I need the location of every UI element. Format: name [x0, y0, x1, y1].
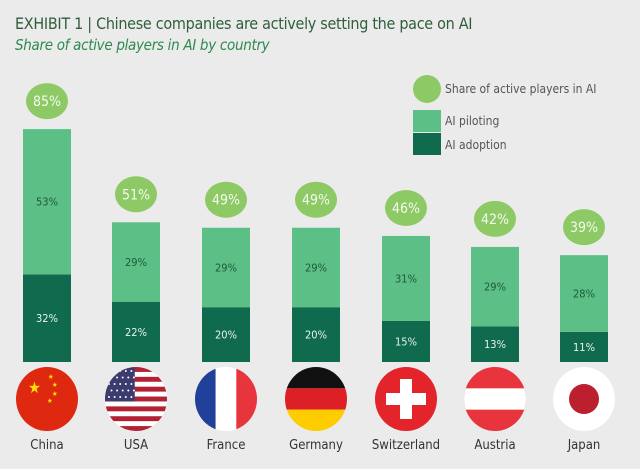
- svg-text:★: ★: [47, 397, 53, 405]
- legend-label-adoption: AI adoption: [445, 138, 507, 152]
- bar-adoption-usa: [112, 301, 160, 362]
- bar-adoption-france: [202, 307, 250, 362]
- chart-title: EXHIBIT 1 | Chinese companies are active…: [15, 14, 473, 33]
- label-piloting: 29%: [305, 261, 327, 274]
- bar-piloting-usa: [112, 222, 160, 302]
- label-adoption: 22%: [125, 326, 147, 339]
- total-circle-china: [26, 83, 68, 120]
- legend-label-total: Share of active players in AI: [445, 82, 596, 96]
- category-label: Austria: [474, 438, 515, 453]
- svg-text:★: ★: [28, 378, 41, 397]
- flag-germany-icon: [285, 367, 347, 431]
- label-piloting: 29%: [215, 261, 237, 274]
- legend-label-piloting: AI piloting: [445, 114, 499, 128]
- label-adoption: 15%: [395, 335, 417, 348]
- flag-switzerland-icon: [375, 367, 437, 431]
- legend-swatch-adoption: [413, 133, 441, 155]
- label-piloting: 29%: [484, 281, 506, 294]
- category-label: Switzerland: [372, 438, 440, 453]
- category-label: China: [30, 438, 63, 453]
- bar-piloting-japan: [560, 255, 608, 332]
- label-piloting: 28%: [573, 288, 595, 301]
- bar-piloting-austria: [471, 246, 519, 327]
- label-adoption: 13%: [484, 338, 506, 351]
- svg-text:★: ★: [52, 381, 58, 389]
- flag-usa-icon: [105, 367, 167, 431]
- flag-china-icon: ★★★★★: [16, 367, 78, 431]
- category-label: France: [207, 438, 246, 453]
- bar-piloting-china: [23, 129, 71, 275]
- bar-adoption-switzerland: [382, 320, 430, 362]
- bar-adoption-austria: [471, 326, 519, 362]
- total-circle-japan: [563, 209, 605, 246]
- category-label: USA: [124, 438, 148, 453]
- label-adoption: 20%: [305, 329, 327, 342]
- svg-text:★: ★: [48, 373, 54, 381]
- bar-adoption-china: [23, 274, 71, 362]
- label-total: 46%: [392, 201, 420, 217]
- bar-adoption-japan: [560, 331, 608, 362]
- flag-austria-icon: [464, 367, 526, 431]
- label-total: 51%: [122, 187, 150, 203]
- total-circle-switzerland: [385, 189, 427, 226]
- label-adoption: 32%: [36, 312, 58, 325]
- bar-piloting-germany: [292, 227, 340, 308]
- label-total: 39%: [570, 220, 598, 236]
- label-total: 42%: [481, 212, 509, 228]
- label-piloting: 29%: [125, 256, 147, 269]
- label-total: 85%: [33, 94, 61, 110]
- label-total: 49%: [302, 193, 330, 209]
- legend: Share of active players in AI AI piloting…: [413, 75, 596, 155]
- exhibit-label: EXHIBIT 1: [15, 14, 83, 33]
- flag-france-icon: [195, 367, 257, 431]
- legend-swatch-piloting: [413, 110, 441, 132]
- flag-japan-icon: [553, 367, 615, 431]
- chart-subtitle: Share of active players in AI by country: [15, 36, 270, 54]
- total-circle-usa: [115, 176, 157, 213]
- total-circle-austria: [474, 200, 516, 237]
- label-piloting: 31%: [395, 272, 417, 285]
- label-adoption: 11%: [573, 341, 595, 354]
- total-circle-germany: [295, 181, 337, 218]
- category-label: Germany: [289, 438, 343, 453]
- svg-text:★: ★: [52, 390, 58, 398]
- label-adoption: 20%: [215, 329, 237, 342]
- label-total: 49%: [212, 193, 240, 209]
- category-label: Japan: [567, 438, 601, 453]
- bar-adoption-germany: [292, 307, 340, 362]
- label-piloting: 53%: [36, 196, 58, 209]
- total-circle-france: [205, 181, 247, 218]
- legend-swatch-total: [413, 75, 441, 103]
- bar-piloting-france: [202, 227, 250, 308]
- bar-piloting-switzerland: [382, 235, 430, 321]
